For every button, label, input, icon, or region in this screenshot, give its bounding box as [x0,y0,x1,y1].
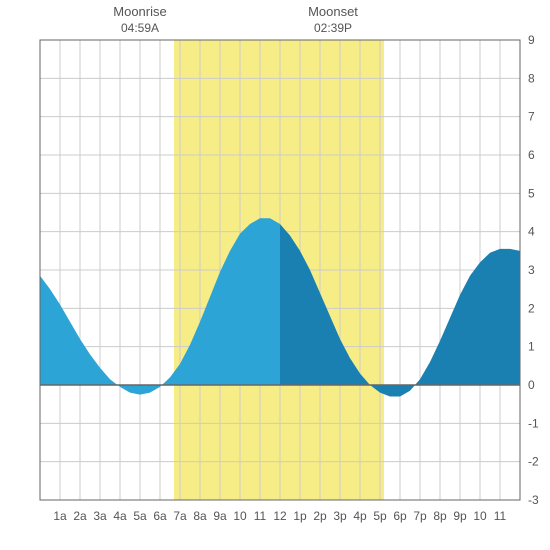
y-tick-label: 4 [528,225,535,239]
x-tick-label: 9p [453,509,467,523]
x-tick-label: 1p [293,509,307,523]
moonset-time: 02:39P [314,21,352,35]
y-tick-label: 7 [528,110,535,124]
x-tick-label: 9a [213,509,227,523]
x-tick-label: 1a [53,509,67,523]
y-tick-label: 6 [528,148,535,162]
moonset-label: Moonset [308,4,358,19]
x-tick-label: 10 [233,509,247,523]
y-tick-label: 3 [528,263,535,277]
x-tick-label: 8a [193,509,207,523]
x-tick-label: 5p [373,509,387,523]
tide-chart: -3-2-101234567891a2a3a4a5a6a7a8a9a101112… [0,0,550,550]
x-tick-label: 4p [353,509,367,523]
x-tick-label: 3p [333,509,347,523]
y-tick-label: 5 [528,186,535,200]
y-tick-label: 9 [528,33,535,47]
x-tick-label: 3a [93,509,107,523]
x-tick-label: 12 [273,509,287,523]
x-tick-label: 6a [153,509,167,523]
moonrise-time: 04:59A [121,21,159,35]
x-tick-label: 2a [73,509,87,523]
moonrise-label: Moonrise [113,4,166,19]
y-tick-label: 1 [528,340,535,354]
x-tick-label: 7a [173,509,187,523]
y-tick-label: -1 [528,416,539,430]
y-tick-label: 8 [528,71,535,85]
y-tick-label: -3 [528,493,539,507]
tide-chart-container: -3-2-101234567891a2a3a4a5a6a7a8a9a101112… [0,0,550,550]
x-tick-label: 11 [254,509,267,523]
x-tick-label: 10 [473,509,487,523]
x-tick-label: 5a [133,509,147,523]
x-tick-label: 4a [113,509,127,523]
y-tick-label: -2 [528,455,539,469]
x-tick-label: 8p [433,509,447,523]
x-tick-label: 11 [494,509,507,523]
y-tick-label: 2 [528,301,535,315]
x-tick-label: 2p [313,509,327,523]
x-tick-label: 7p [413,509,427,523]
x-tick-label: 6p [393,509,407,523]
y-tick-label: 0 [528,378,535,392]
